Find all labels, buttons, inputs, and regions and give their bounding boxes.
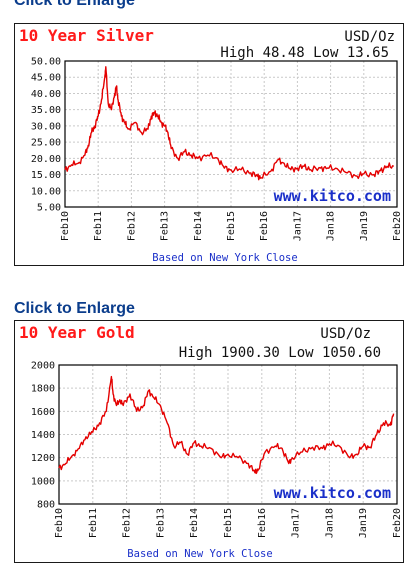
- y-tick-label: 45.00: [31, 73, 61, 84]
- chart-title: 10 Year Silver: [19, 26, 154, 45]
- x-tick-label: Feb15: [226, 211, 237, 241]
- click-to-enlarge-link-top[interactable]: Click to Enlarge: [14, 0, 135, 9]
- series-line: [64, 66, 395, 181]
- y-tick-label: 35.00: [31, 105, 61, 116]
- x-tick-label: Feb11: [93, 211, 104, 241]
- y-tick-label: 5.00: [37, 203, 61, 214]
- chart-unit: USD/Oz: [344, 29, 395, 45]
- click-to-enlarge-link-bottom[interactable]: Click to Enlarge: [14, 300, 135, 317]
- y-tick-label: 40.00: [31, 89, 61, 100]
- x-tick-label: Feb14: [189, 508, 200, 538]
- y-tick-label: 1800: [31, 384, 55, 395]
- x-tick-label: Jan19: [359, 211, 370, 241]
- chart-title: 10 Year Gold: [19, 323, 135, 342]
- x-tick-label: Feb20: [392, 508, 403, 538]
- x-tick-label: Jan17: [292, 211, 303, 241]
- y-tick-label: 1400: [31, 430, 55, 441]
- y-tick-label: 1600: [31, 407, 55, 418]
- x-tick-label: Feb15: [223, 508, 234, 538]
- y-tick-label: 50.00: [31, 57, 61, 68]
- x-tick-label: Feb10: [60, 211, 71, 241]
- x-tick-label: Feb16: [257, 508, 268, 538]
- x-tick-label: Feb20: [392, 211, 403, 241]
- x-tick-label: Jan17: [291, 508, 302, 538]
- chart-high-low: High 1900.30 Low 1050.60: [179, 345, 381, 361]
- y-tick-label: 1000: [31, 476, 55, 487]
- gold-chart: 10 Year Gold USD/Oz High 1900.30 Low 105…: [19, 323, 403, 560]
- chart-unit: USD/Oz: [320, 326, 371, 342]
- x-tick-label: Feb14: [193, 211, 204, 241]
- chart-watermark: www.kitco.com: [274, 187, 391, 205]
- x-tick-label: Feb13: [160, 211, 171, 241]
- x-tick-label: Feb16: [259, 211, 270, 241]
- y-tick-label: 20.00: [31, 154, 61, 165]
- y-tick-label: 25.00: [31, 138, 61, 149]
- series-line: [58, 375, 395, 475]
- chart-note: Based on New York Close: [127, 548, 272, 560]
- x-tick-label: Feb13: [155, 508, 166, 538]
- x-tick-label: Jan19: [358, 508, 369, 538]
- x-tick-label: Jan18: [326, 211, 337, 241]
- x-tick-label: Feb12: [122, 508, 133, 538]
- x-tick-label: Feb10: [54, 508, 65, 538]
- plot-frame: [64, 60, 398, 208]
- y-tick-label: 10.00: [31, 186, 61, 197]
- y-tick-label: 800: [37, 500, 55, 511]
- y-tick-label: 2000: [31, 361, 55, 372]
- chart-high-low: High 48.48 Low 13.65: [220, 45, 389, 61]
- chart-watermark: www.kitco.com: [274, 484, 391, 502]
- silver-chart: 10 Year Silver USD/Oz High 48.48 Low 13.…: [19, 26, 403, 264]
- chart-note: Based on New York Close: [152, 252, 297, 264]
- x-tick-label: Feb12: [126, 211, 137, 241]
- gold-chart-panel[interactable]: 10 Year Gold USD/Oz High 1900.30 Low 105…: [14, 320, 404, 563]
- x-tick-label: Feb11: [88, 508, 99, 538]
- y-tick-label: 15.00: [31, 170, 61, 181]
- y-tick-label: 30.00: [31, 121, 61, 132]
- silver-chart-panel[interactable]: 10 Year Silver USD/Oz High 48.48 Low 13.…: [14, 23, 404, 266]
- y-tick-label: 1200: [31, 453, 55, 464]
- x-tick-label: Jan18: [324, 508, 335, 538]
- plot-frame: [58, 364, 398, 505]
